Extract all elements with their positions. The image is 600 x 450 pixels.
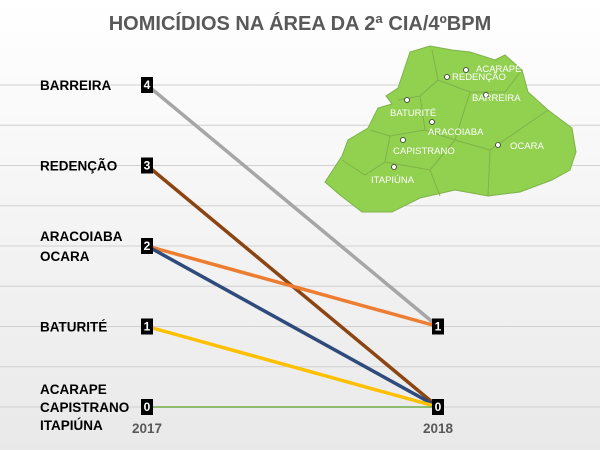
map-shape xyxy=(324,45,577,213)
x-axis-labels: 2017 2018 xyxy=(132,421,454,436)
chart-title: HOMICÍDIOS NA ÁREA DA 2ª CIA/4ºBPM xyxy=(109,12,492,35)
category-label: ACARAPE xyxy=(40,382,107,397)
data-label: 3 xyxy=(144,159,151,173)
map-city-label: CAPISTRANO xyxy=(393,146,455,157)
map-city-label: ITAPIÚNA xyxy=(371,175,415,186)
value-labels: 4 3 2 1 0 1 0 xyxy=(141,77,444,415)
map-city-label: BARREIRA xyxy=(472,93,521,104)
map-city-dot xyxy=(483,92,489,98)
data-label-box xyxy=(432,399,444,415)
data-label-box xyxy=(141,318,153,335)
category-label: OCARA xyxy=(40,249,90,264)
x-tick-label: 2017 xyxy=(132,421,162,436)
series-line xyxy=(145,324,440,409)
data-label: 1 xyxy=(435,320,442,334)
category-label: ARACOIABA xyxy=(40,229,123,244)
map-city-dot xyxy=(463,67,469,73)
map-city-dot xyxy=(391,164,397,170)
map-city-label: REDENÇÃO xyxy=(452,72,506,83)
map-city-label: OCARA xyxy=(510,141,544,152)
map-city-dot xyxy=(404,97,410,103)
x-tick-label: 2018 xyxy=(423,421,454,436)
data-label-box xyxy=(141,399,153,415)
map-border xyxy=(470,69,523,93)
map-border xyxy=(429,169,441,197)
series-line xyxy=(145,244,440,409)
data-label: 0 xyxy=(144,400,151,414)
map-city-label: ARACOIABA xyxy=(428,127,484,138)
series-line xyxy=(145,83,440,329)
map-city-dot xyxy=(429,119,435,125)
map-border xyxy=(487,149,491,197)
data-label-box xyxy=(141,238,153,254)
category-label: REDENÇÃO xyxy=(40,159,117,174)
data-label: 4 xyxy=(144,78,151,92)
data-label: 2 xyxy=(144,239,151,253)
map-city-label: BATURITÉ xyxy=(390,108,436,119)
map-city-dot xyxy=(400,137,406,143)
data-label: 0 xyxy=(435,400,442,414)
data-label: 1 xyxy=(144,320,151,334)
map-city-dot xyxy=(444,74,450,80)
category-labels: BARREIRA REDENÇÃO ARACOIABA OCARA BATURITÉ AC… xyxy=(40,78,129,433)
data-label-box xyxy=(432,318,444,335)
category-label: BATURITÉ xyxy=(40,320,107,335)
gridlines xyxy=(0,84,600,408)
category-label: ITAPIÚNA xyxy=(40,418,103,433)
data-label-box xyxy=(141,77,153,93)
map-city-dot xyxy=(495,142,501,148)
category-label: CAPISTRANO xyxy=(40,400,129,415)
data-label-box xyxy=(141,157,153,174)
map-border xyxy=(341,135,391,176)
series-lines xyxy=(145,83,440,409)
series-line xyxy=(145,244,440,329)
map-city-label: ACARAPE xyxy=(476,64,521,75)
category-label: BARREIRA xyxy=(40,78,112,93)
map-border xyxy=(454,91,471,141)
